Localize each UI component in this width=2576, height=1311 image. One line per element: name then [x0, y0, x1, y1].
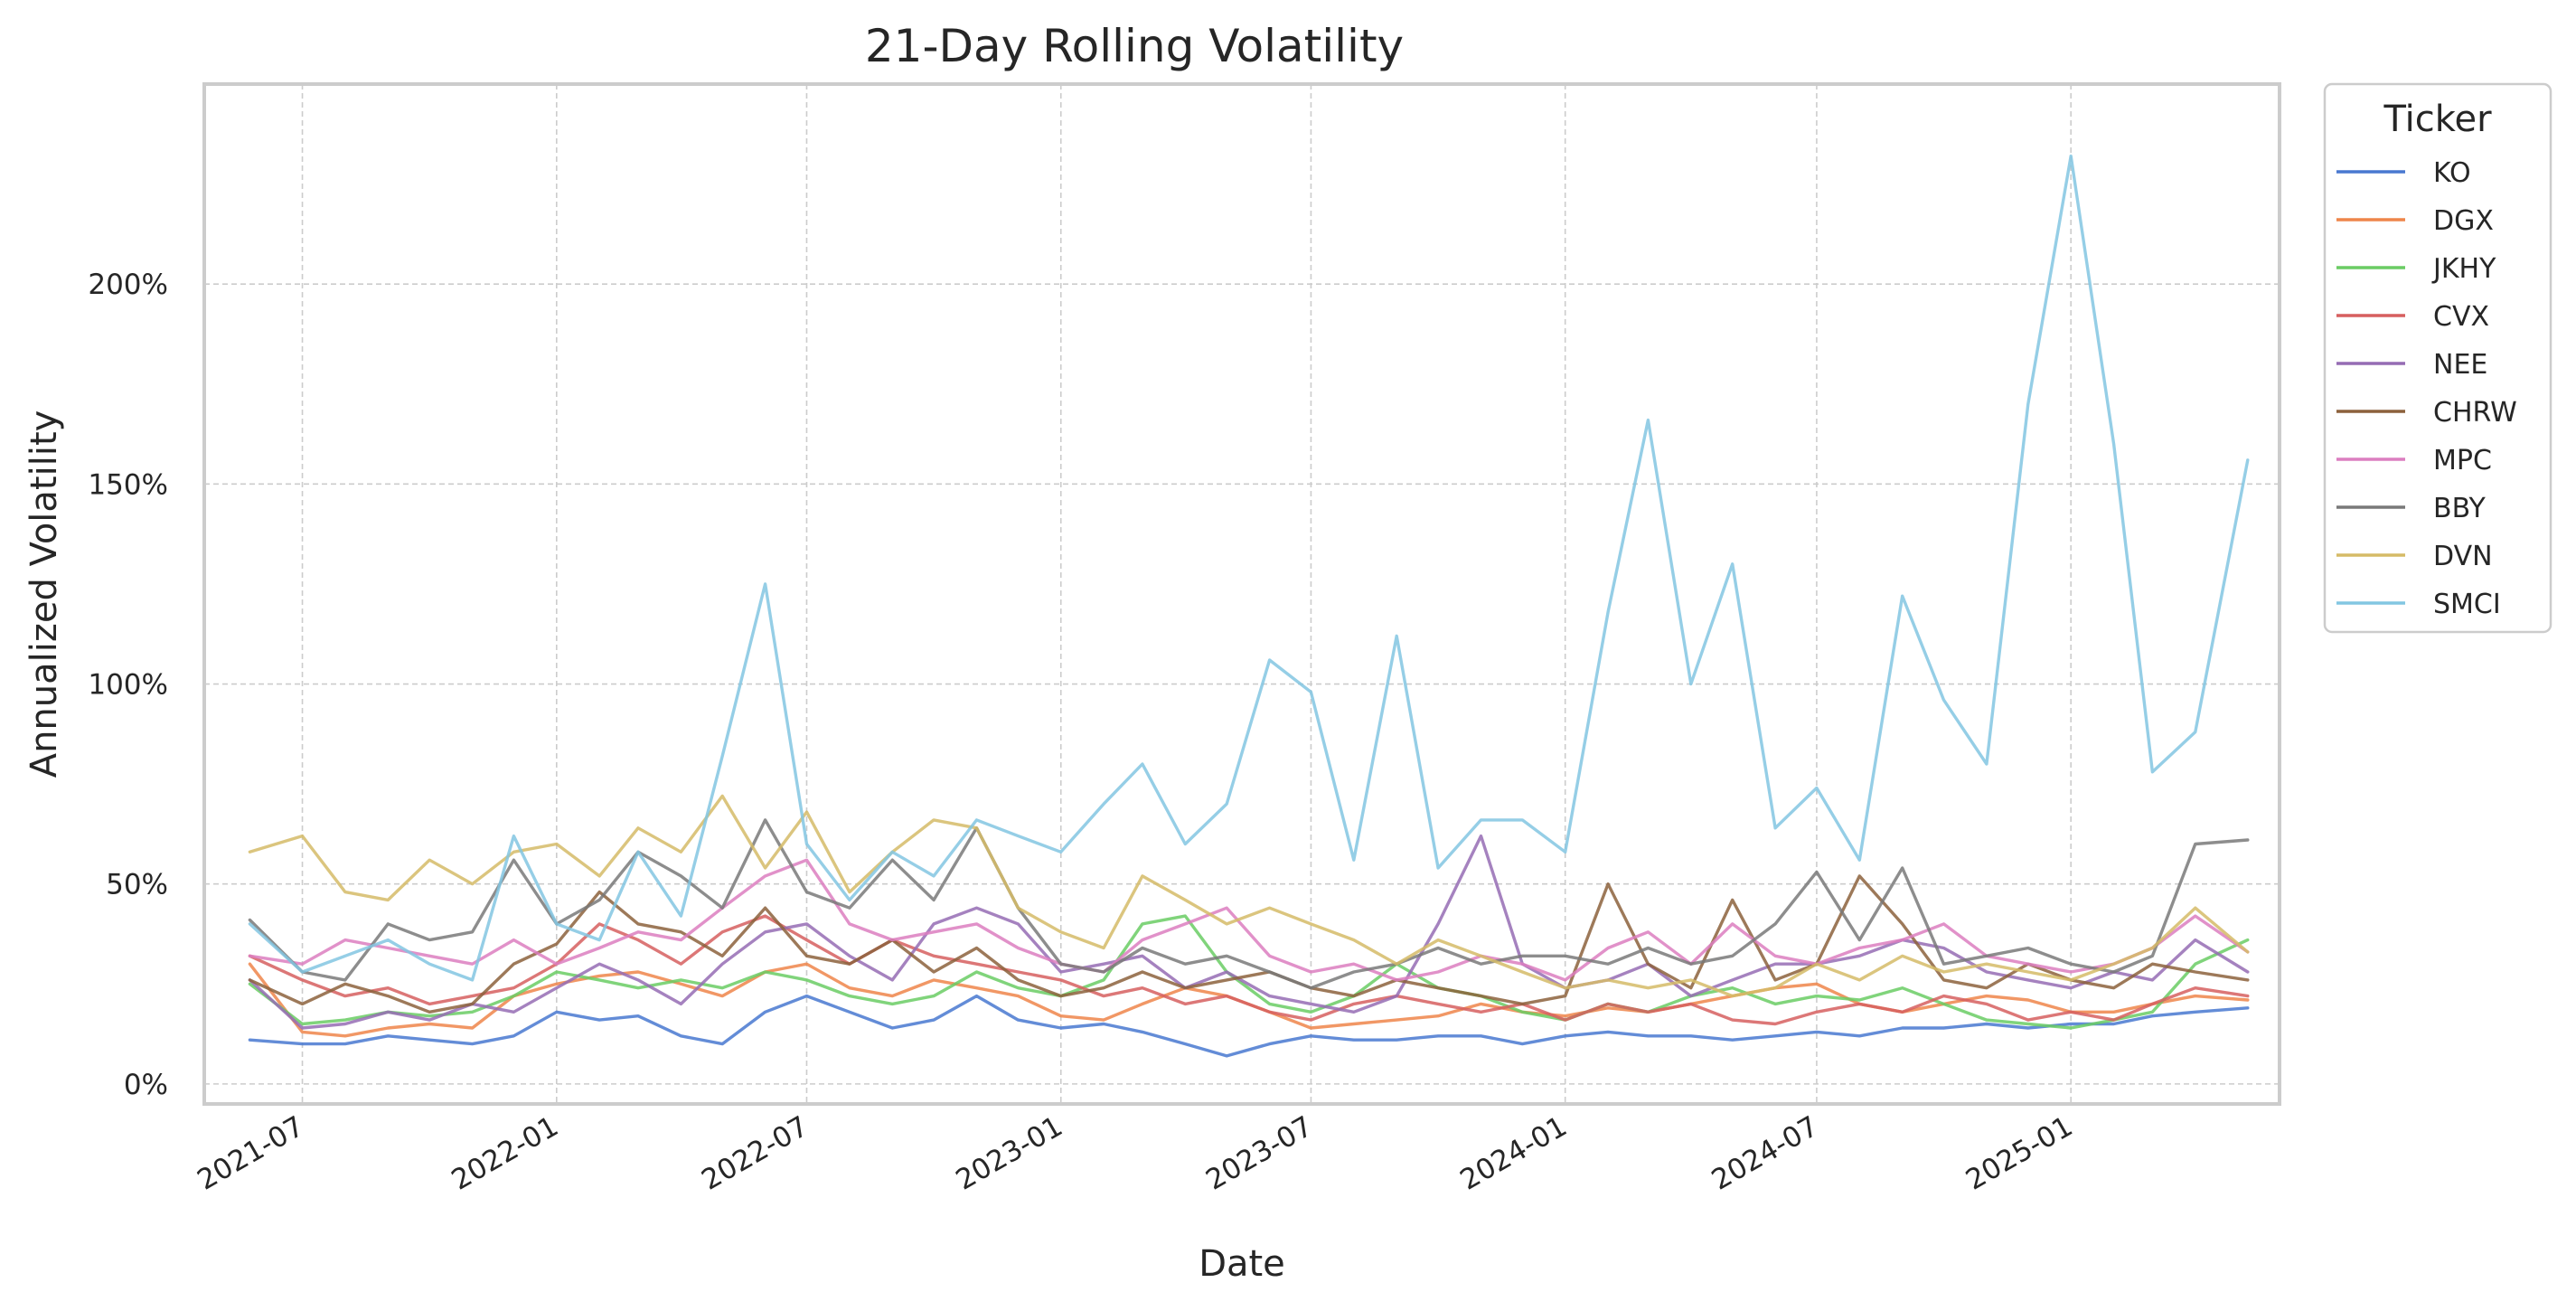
x-tick-label: 2024-07	[1706, 1110, 1824, 1197]
x-tick-label: 2023-07	[1200, 1110, 1318, 1197]
legend-label-bby: BBY	[2433, 493, 2487, 524]
x-tick-labels: 2021-07 2022-01 2022-07 2023-01 2023-07 2024-…	[192, 1110, 2078, 1197]
y-tick-labels: 0% 50% 100% 150% 200%	[88, 269, 168, 1101]
grid-lines	[204, 84, 2280, 1104]
legend-items: KO DGX JKHY CVX NEE CHRW MPC BBY DVN SMCI	[2336, 157, 2517, 620]
series-line-bby	[248, 818, 2250, 990]
plot-frame	[202, 82, 2281, 1106]
y-tick-label: 0%	[124, 1069, 168, 1101]
legend-label-ko: KO	[2433, 157, 2471, 189]
series-line-smci	[248, 154, 2250, 982]
legend-label-mpc: MPC	[2433, 445, 2492, 476]
x-tick-label: 2021-07	[192, 1110, 309, 1197]
x-tick-label: 2025-01	[1960, 1110, 2078, 1197]
x-tick-label: 2024-01	[1455, 1110, 1573, 1197]
series-line-cvx	[248, 914, 2250, 1026]
series-line-jkhy	[248, 914, 2250, 1030]
series-line-dvn	[248, 794, 2250, 998]
legend-label-dgx: DGX	[2433, 205, 2494, 237]
y-tick-label: 200%	[88, 269, 168, 301]
x-tick-label: 2022-07	[696, 1110, 813, 1197]
legend: Ticker KO DGX JKHY CVX NEE CHRW MPC BBY DVN SMCI	[2323, 82, 2552, 634]
chart-title: 21-Day Rolling Volatility	[865, 20, 1404, 72]
y-tick-label: 150%	[88, 468, 168, 501]
x-axis-label: Date	[1199, 1243, 1285, 1285]
series-line-mpc	[248, 858, 2250, 982]
x-tick-label: 2022-01	[447, 1110, 564, 1197]
series-line-ko	[248, 994, 2250, 1058]
legend-label-jkhy: JKHY	[2431, 253, 2496, 285]
series-lines	[248, 154, 2250, 1058]
y-tick-label: 50%	[106, 869, 168, 901]
legend-label-smci: SMCI	[2433, 589, 2501, 620]
y-axis-label: Annualized Volatility	[24, 410, 65, 778]
y-tick-label: 100%	[88, 669, 168, 702]
legend-title: Ticker	[2383, 99, 2492, 140]
series-line-nee	[248, 834, 2250, 1030]
x-tick-label: 2023-01	[951, 1110, 1068, 1197]
legend-label-dvn: DVN	[2433, 541, 2493, 572]
legend-label-nee: NEE	[2433, 349, 2487, 381]
legend-label-chrw: CHRW	[2433, 397, 2517, 429]
legend-label-cvx: CVX	[2433, 301, 2489, 333]
series-line-chrw	[248, 874, 2250, 1014]
